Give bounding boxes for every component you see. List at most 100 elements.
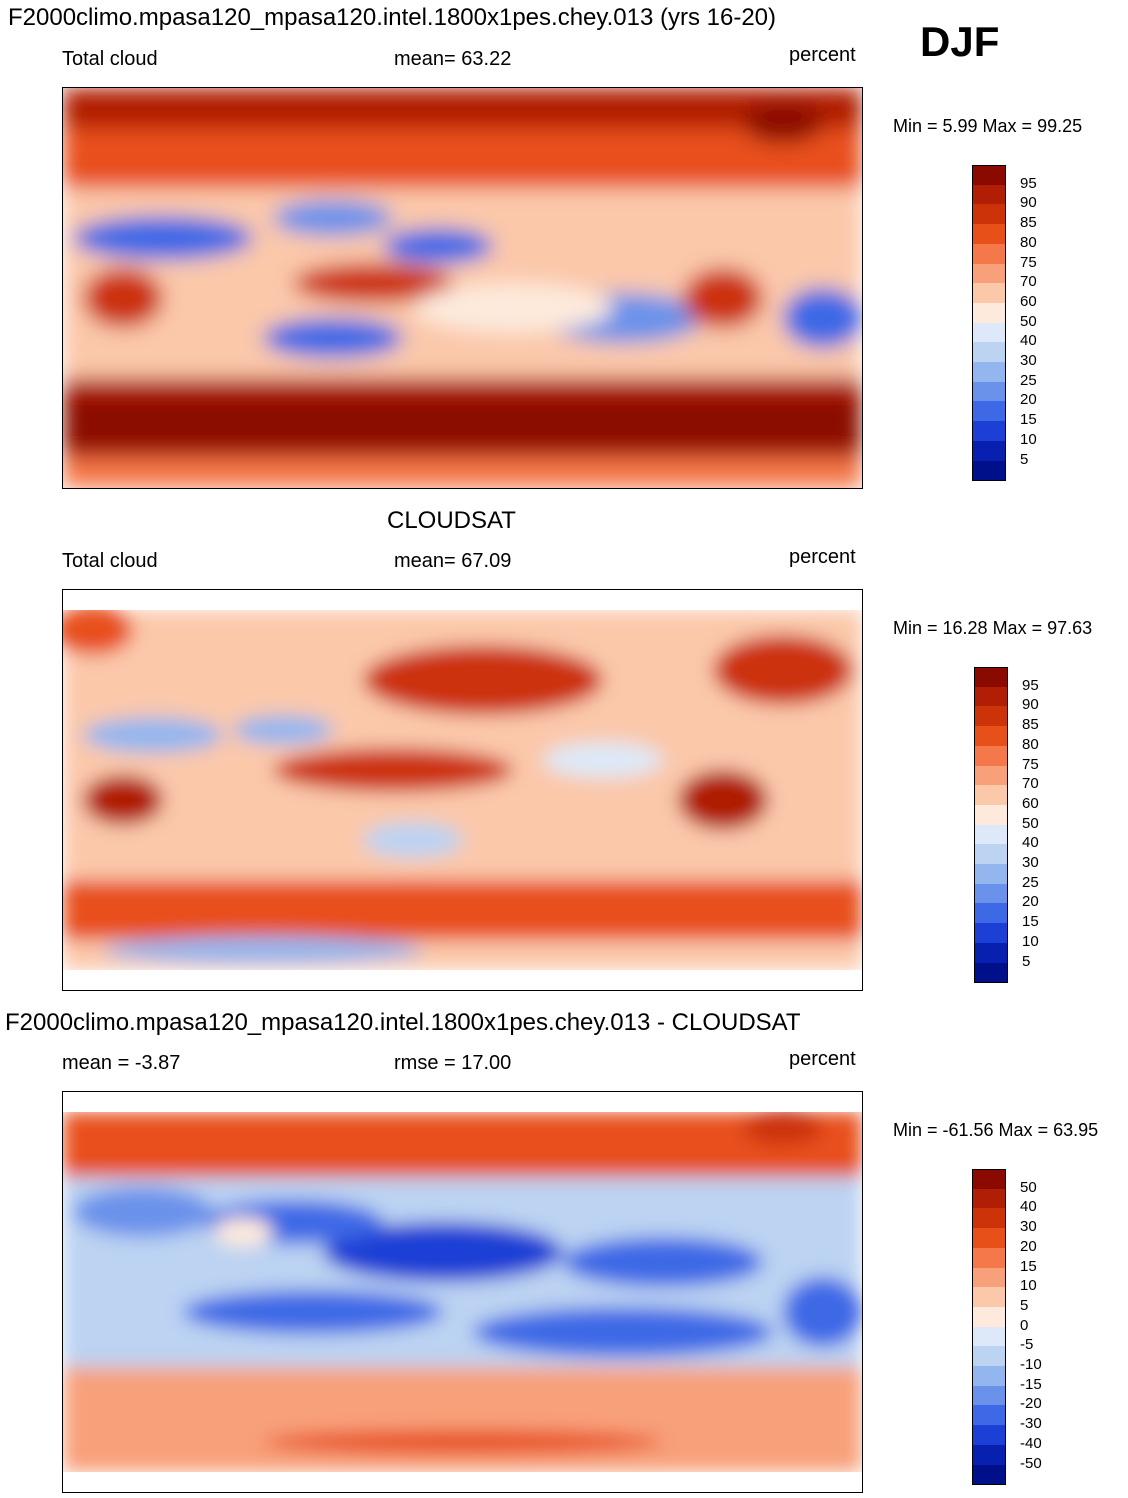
colorbar-swatch [974, 903, 1008, 924]
colorbar-label: -5 [1020, 1336, 1034, 1354]
colorbar-swatch [974, 726, 1008, 747]
colorbar-label: 25 [1022, 873, 1039, 891]
colorbar-swatch [974, 706, 1008, 727]
colorbar-label: 90 [1022, 696, 1039, 714]
colorbar-swatch [972, 224, 1006, 245]
panel2-minmax: Min = 16.28 Max = 97.63 [893, 618, 1093, 638]
colorbar-label: -15 [1020, 1375, 1042, 1393]
colorbar-swatch [972, 1287, 1006, 1308]
colorbar-label: 0 [1020, 1316, 1029, 1334]
panel3-left-label: mean = -3.87 [62, 1052, 181, 1074]
colorbar-swatch [972, 401, 1006, 422]
panel2-map [62, 589, 863, 991]
colorbar-label: -20 [1020, 1395, 1042, 1413]
colorbar-label: -30 [1020, 1415, 1042, 1433]
colorbar-swatch [972, 1425, 1006, 1446]
panel1-title: F2000climo.mpasa120_mpasa120.intel.1800x… [8, 4, 777, 31]
colorbar-swatch [974, 844, 1008, 865]
colorbar-swatch [972, 460, 1006, 481]
colorbar-label: 75 [1022, 755, 1039, 773]
colorbar-label: 40 [1020, 332, 1037, 350]
colorbar-label: 40 [1022, 834, 1039, 852]
panel1-map [62, 87, 863, 489]
colorbar-swatch [972, 322, 1006, 343]
colorbar-label: 85 [1022, 716, 1039, 734]
colorbar-label: 5 [1020, 450, 1029, 468]
colorbar-swatch [972, 263, 1006, 284]
colorbar-label: 60 [1020, 292, 1037, 310]
colorbar-label: 70 [1022, 775, 1039, 793]
colorbar-label: 85 [1020, 214, 1037, 232]
panel3-map [62, 1091, 863, 1493]
colorbar-label: 15 [1020, 411, 1037, 429]
panel3-center-label: rmse = 17.00 [394, 1052, 512, 1074]
colorbar-swatch [972, 1228, 1006, 1249]
colorbar-label: 20 [1020, 391, 1037, 409]
colorbar-swatch [972, 362, 1006, 383]
colorbar-swatch [972, 421, 1006, 442]
panel2-center-label: mean= 67.09 [394, 550, 512, 572]
colorbar-swatch [972, 302, 1006, 324]
colorbar-swatch [972, 1267, 1006, 1288]
season-label: DJF [920, 18, 1000, 65]
colorbar-label: 15 [1020, 1257, 1037, 1275]
colorbar-swatch [974, 923, 1008, 944]
panel1-minmax: Min = 5.99 Max = 99.25 [893, 116, 1083, 136]
colorbar-swatch [974, 667, 1008, 688]
colorbar-swatch [972, 440, 1006, 461]
panel1-center-label: mean= 63.22 [394, 48, 512, 70]
colorbar-swatch [972, 243, 1006, 264]
colorbar-label: 10 [1020, 1277, 1037, 1295]
colorbar-swatch [974, 686, 1008, 707]
colorbar-label: 80 [1022, 735, 1039, 753]
colorbar-label: 50 [1022, 814, 1039, 832]
colorbar-swatch [972, 1444, 1006, 1465]
panel2-left-label: Total cloud [62, 550, 158, 572]
colorbar-swatch [972, 283, 1006, 304]
colorbar-swatch [972, 1306, 1006, 1328]
panel1-left-label: Total cloud [62, 48, 158, 70]
colorbar-swatch [974, 804, 1008, 826]
colorbar-label: 90 [1020, 194, 1037, 212]
colorbar-swatch [974, 864, 1008, 885]
panel2-title: CLOUDSAT [387, 507, 516, 534]
colorbar-swatch [972, 1405, 1006, 1426]
colorbar-swatch [974, 785, 1008, 806]
colorbar-label: 80 [1020, 233, 1037, 251]
colorbar-label: 5 [1022, 952, 1031, 970]
colorbar-swatch [974, 824, 1008, 845]
colorbar-swatch [974, 942, 1008, 963]
colorbar-label: 25 [1020, 371, 1037, 389]
colorbar-label: -10 [1020, 1356, 1042, 1373]
colorbar-label: 20 [1022, 893, 1039, 911]
colorbar-swatch [972, 1208, 1006, 1229]
colorbar-label: 70 [1020, 273, 1037, 291]
panel3-title: F2000climo.mpasa120_mpasa120.intel.1800x… [5, 1009, 801, 1036]
colorbar-label: 20 [1020, 1237, 1037, 1255]
colorbar-label: 10 [1020, 430, 1037, 448]
panel1-units: percent [789, 44, 856, 66]
colorbar-swatch [972, 1385, 1006, 1406]
colorbar-swatch [972, 165, 1006, 186]
colorbar-label: 95 [1020, 174, 1037, 192]
colorbar-swatch [972, 1346, 1006, 1367]
colorbar-label: 50 [1020, 1178, 1037, 1196]
panel2-units: percent [789, 546, 856, 568]
colorbar-swatch [972, 1464, 1006, 1485]
colorbar-label: 30 [1020, 1218, 1037, 1236]
panel3-minmax: Min = -61.56 Max = 63.95 [893, 1120, 1099, 1140]
colorbar-swatch [972, 1169, 1006, 1190]
colorbar-swatch [972, 342, 1006, 363]
colorbar-label: 5 [1020, 1296, 1029, 1314]
colorbar-swatch [972, 1326, 1006, 1347]
colorbar-label: 60 [1022, 794, 1039, 812]
colorbar-swatch [972, 1247, 1006, 1268]
colorbar-swatch [972, 381, 1006, 402]
colorbar-swatch [972, 1366, 1006, 1387]
colorbar-swatch [974, 883, 1008, 904]
colorbar-swatch [974, 745, 1008, 766]
colorbar-label: 15 [1022, 913, 1039, 931]
colorbar-swatch [974, 962, 1008, 983]
colorbar-swatch [972, 184, 1006, 205]
colorbar-label: 75 [1020, 253, 1037, 271]
